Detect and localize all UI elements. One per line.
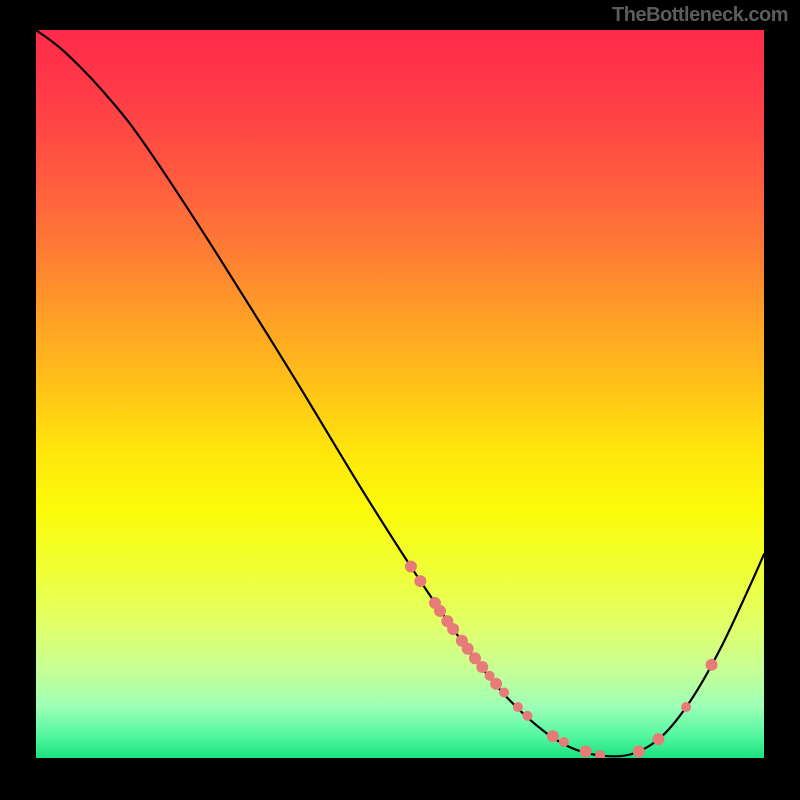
- data-marker: [513, 702, 523, 712]
- data-marker: [633, 745, 645, 757]
- chart-container: TheBottleneck.com: [0, 0, 800, 800]
- data-marker: [462, 643, 474, 655]
- data-marker: [706, 659, 718, 671]
- data-marker: [499, 687, 509, 697]
- plot-background: [36, 30, 764, 758]
- data-marker: [447, 623, 459, 635]
- data-marker: [434, 605, 446, 617]
- data-marker: [559, 737, 569, 747]
- data-marker: [681, 702, 691, 712]
- data-marker: [652, 733, 664, 745]
- data-marker: [476, 661, 488, 673]
- chart-svg: [36, 30, 764, 758]
- data-marker: [547, 730, 559, 742]
- data-marker: [522, 711, 532, 721]
- watermark-text: TheBottleneck.com: [612, 4, 788, 27]
- data-marker: [580, 745, 592, 757]
- data-marker: [490, 678, 502, 690]
- data-marker: [405, 561, 417, 573]
- data-marker: [414, 575, 426, 587]
